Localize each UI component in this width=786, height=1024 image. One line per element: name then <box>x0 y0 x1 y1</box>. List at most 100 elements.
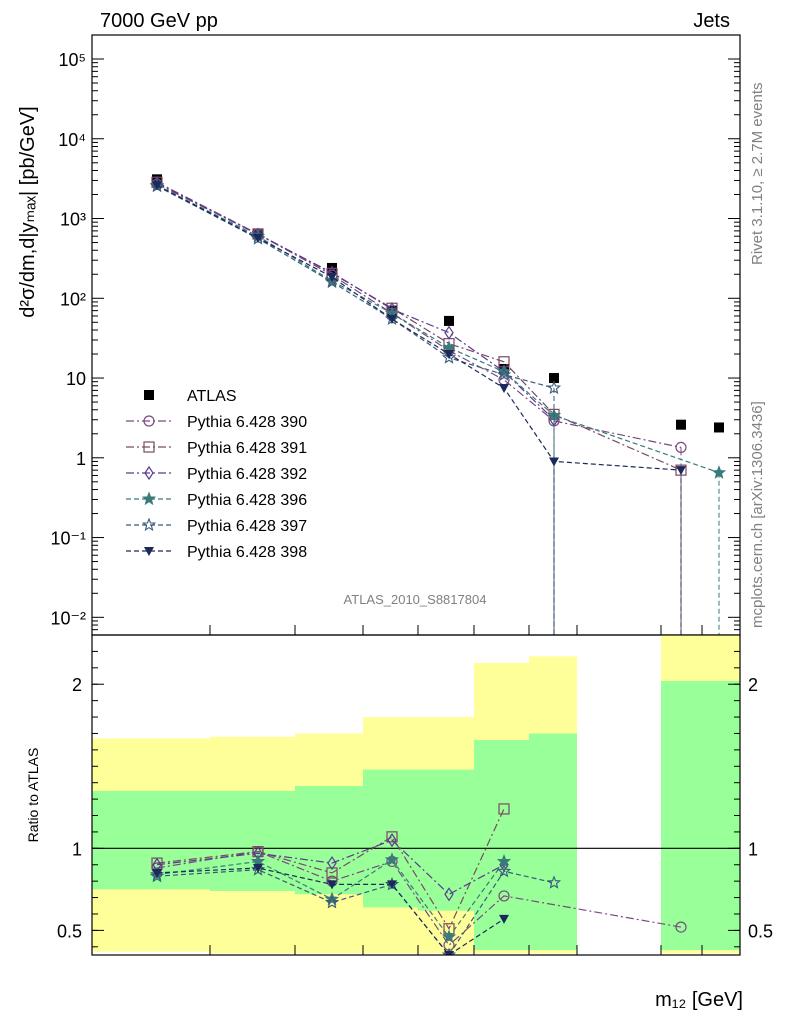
ratio-series <box>149 803 687 955</box>
ratio-point <box>386 831 398 843</box>
y-tick-label: 10⁻¹ <box>50 529 86 549</box>
ratio-point <box>152 868 162 878</box>
ratio-point <box>324 894 340 909</box>
y-tick-label: 10⁴ <box>58 130 86 150</box>
data-point <box>444 315 454 326</box>
ratio-point <box>384 852 400 866</box>
uncertainty-band-green <box>529 733 577 951</box>
legend-label: Pythia 6.428 391 <box>187 440 307 457</box>
uncertainty-band-green <box>295 785 363 895</box>
ratio-line <box>156 839 505 896</box>
ratio-pythia-6-428-398 <box>152 864 509 955</box>
data-point <box>253 233 263 243</box>
x-ticks <box>91 625 741 955</box>
legend-label: Pythia 6.428 392 <box>187 466 307 483</box>
legend-label: Pythia 6.428 397 <box>187 518 307 535</box>
header-left: 7000 GeV pp <box>100 10 218 32</box>
y-tick-label: 10³ <box>60 210 86 230</box>
legend-label: Pythia 6.428 390 <box>187 414 307 431</box>
main-panel: 10⁻² 10⁻¹ 1 10 10² 10³ 10⁴ 10⁵ ATLAS Pythia 6.428… <box>50 34 741 636</box>
data-point <box>496 367 512 381</box>
mcplots-credit: mcplots.cern.ch [arXiv:1306.3436] <box>749 401 766 628</box>
series-atlas <box>152 174 724 433</box>
legend-marker <box>144 547 154 556</box>
series-pythia-6-428-391 <box>151 176 687 635</box>
x-axis-label: m₁₂ [GeV] <box>655 989 743 1011</box>
legend-entry: ATLAS <box>144 388 237 405</box>
data-point <box>676 419 686 430</box>
ratio-point <box>546 875 562 889</box>
ratio-point <box>441 929 457 944</box>
series-line <box>156 184 720 474</box>
y-tick-label: 1 <box>76 449 86 469</box>
ratio-tick-label-right: 2 <box>748 675 758 695</box>
ratio-point <box>499 914 509 924</box>
ratio-point <box>498 890 510 902</box>
legend-label: ATLAS <box>187 388 237 405</box>
y-ticks-main: 10⁻² 10⁻¹ 1 10 10² 10³ 10⁴ 10⁵ <box>50 34 740 636</box>
ratio-point <box>324 891 340 906</box>
uncertainty-band-green <box>661 680 702 951</box>
series-pythia-6-428-392 <box>152 175 559 635</box>
legend-marker <box>141 491 157 506</box>
data-point <box>387 314 397 324</box>
ratio-point <box>444 887 454 902</box>
legend-entry: Pythia 6.428 396 <box>126 491 307 509</box>
legend-entry: Pythia 6.428 391 <box>126 440 307 457</box>
data-point <box>675 441 687 453</box>
data-point <box>676 466 686 476</box>
data-point <box>714 422 724 433</box>
ratio-point <box>149 868 165 883</box>
legend-entry: Pythia 6.428 392 <box>126 465 307 483</box>
series-pythia-6-428-398 <box>152 181 686 635</box>
ratio-point <box>387 833 397 848</box>
y-ticks-ratio: 0.5 0.5 1 1 2 2 <box>57 650 773 948</box>
data-point <box>546 380 562 395</box>
data-point <box>152 181 162 191</box>
legend: ATLAS Pythia 6.428 390 Pythia 6.428 391 Pyt… <box>126 388 307 561</box>
data-point <box>444 325 454 340</box>
ratio-bands <box>92 635 740 954</box>
legend-marker <box>141 517 157 532</box>
ratio-point <box>675 921 687 933</box>
legend-marker <box>143 415 155 427</box>
data-point <box>444 350 454 360</box>
ratio-panel: 0.5 0.5 1 1 2 2 <box>57 625 773 956</box>
ratio-tick-label: 1 <box>72 839 82 859</box>
legend-label: Pythia 6.428 398 <box>187 544 307 561</box>
y-tick-label: 10 <box>66 369 86 389</box>
ratio-point <box>444 951 454 955</box>
y-tick-label: 10² <box>60 289 86 309</box>
ratio-point <box>327 880 337 890</box>
series-line <box>156 182 555 421</box>
ratio-tick-label-right: 1 <box>748 839 758 859</box>
ratio-tick-label-right: 0.5 <box>748 921 773 941</box>
data-point <box>711 465 727 479</box>
uncertainty-band-green <box>418 769 474 911</box>
uncertainty-band-green <box>210 790 295 891</box>
uncertainty-band-green <box>702 680 740 951</box>
ratio-point <box>496 863 512 878</box>
header-right: Jets <box>693 10 730 32</box>
ratio-tick-label: 2 <box>72 675 82 695</box>
y-axis-label-bottom: Ratio to ATLAS <box>25 748 41 843</box>
data-point <box>441 350 457 364</box>
series-pythia-6-428-396 <box>149 177 727 635</box>
legend-marker <box>143 441 155 453</box>
data-point <box>549 373 559 384</box>
ratio-tick-label: 0.5 <box>57 921 82 941</box>
series-pythia-6-428-390 <box>151 178 687 635</box>
ratio-point <box>387 880 397 890</box>
legend-entry: Pythia 6.428 397 <box>126 517 307 535</box>
data-point <box>549 457 559 467</box>
ratio-point <box>326 867 338 879</box>
y-tick-label: 10⁻² <box>50 608 86 628</box>
ratio-line <box>156 867 505 955</box>
data-point <box>327 272 337 282</box>
ratio-point <box>441 947 457 955</box>
rivet-credit: Rivet 3.1.10, ≥ 2.7M events <box>749 83 766 266</box>
legend-entry: Pythia 6.428 390 <box>126 414 307 431</box>
ratio-point <box>253 864 263 874</box>
legend-marker <box>144 390 154 400</box>
